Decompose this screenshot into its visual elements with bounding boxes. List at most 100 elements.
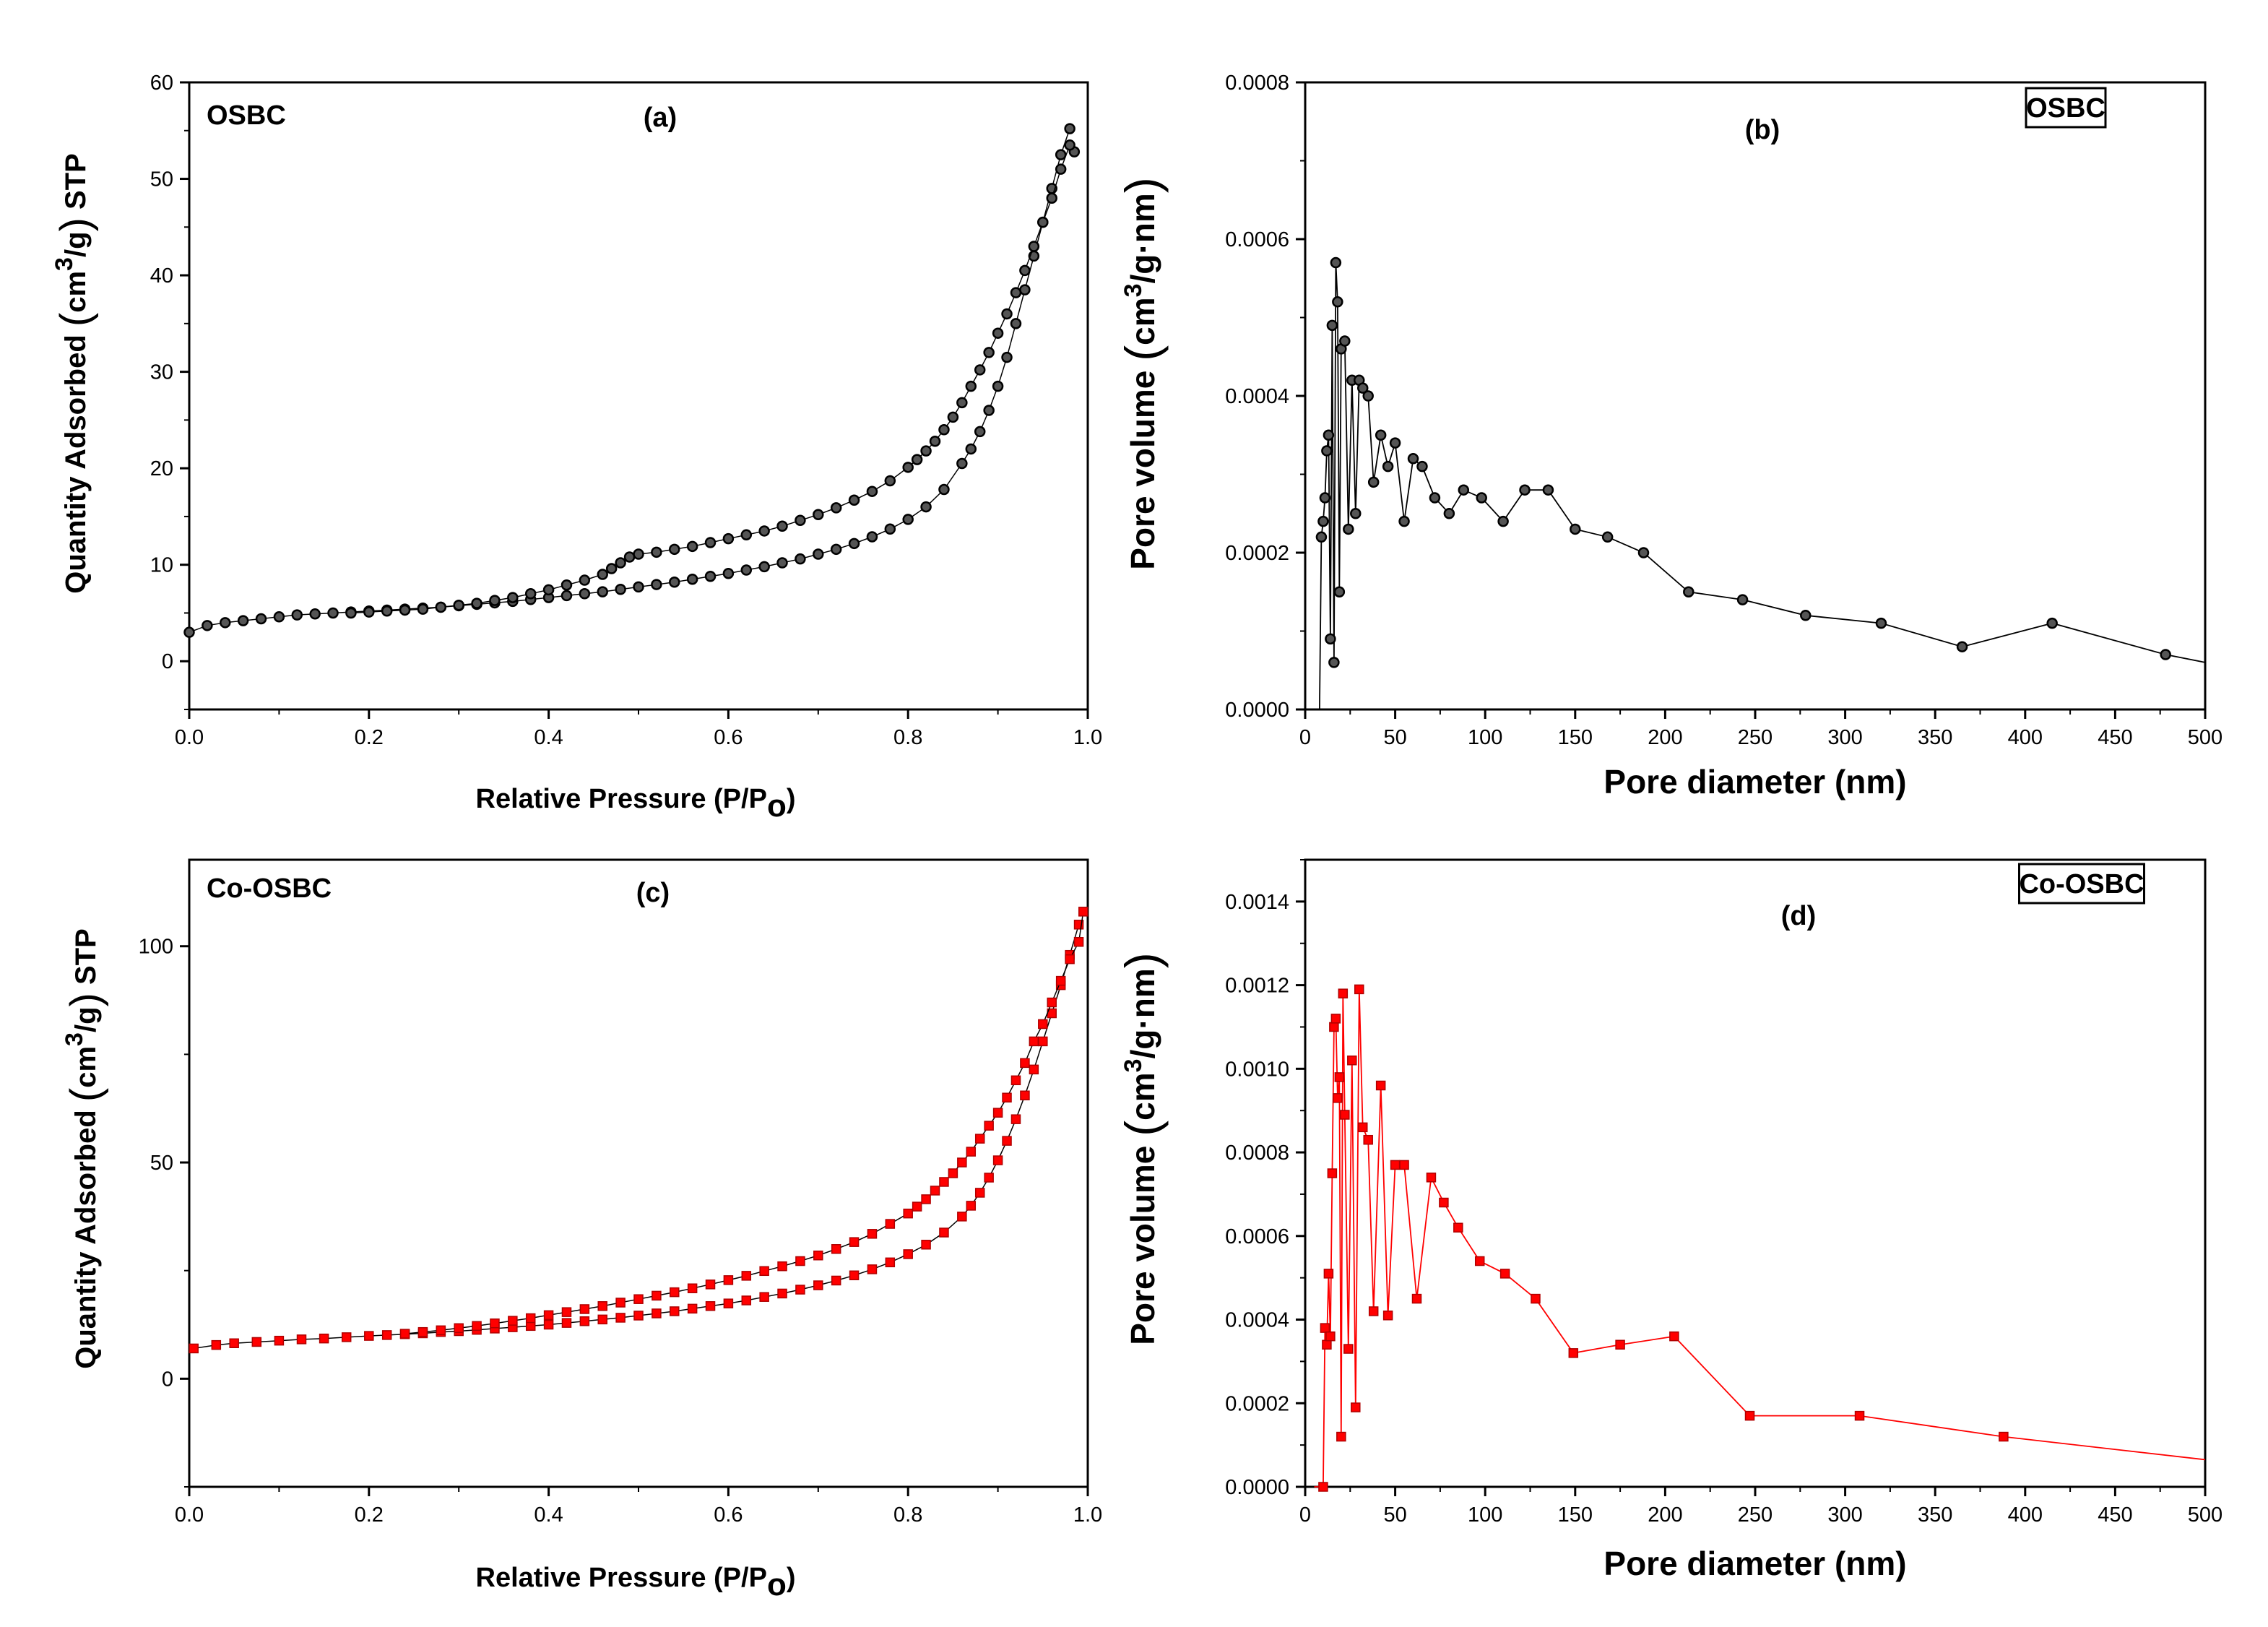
data-point (1382, 1310, 1393, 1321)
data-point (885, 1219, 896, 1229)
data-point (992, 1108, 1003, 1118)
data-point (740, 564, 753, 576)
data-point (687, 1283, 698, 1293)
y-axis-title: Quantity Adsorbed (cm3/g) STP (51, 153, 99, 594)
data-point (1055, 149, 1067, 160)
x-tick-label: 0.2 (355, 726, 384, 749)
y-tick-label: 0.0002 (1225, 542, 1289, 565)
data-point (615, 1298, 626, 1308)
data-point (741, 1295, 752, 1306)
data-point (1325, 1331, 1336, 1342)
data-point (1073, 936, 1084, 947)
data-point (364, 1331, 374, 1341)
data-point (1800, 610, 1812, 621)
data-point (1010, 1114, 1021, 1124)
data-point (1416, 460, 1428, 472)
data-point (1010, 1075, 1021, 1086)
data-point (1323, 1269, 1334, 1279)
data-point (605, 563, 618, 574)
pore-distribution-series (1314, 256, 2206, 710)
data-point (1055, 975, 1066, 986)
data-point (956, 457, 968, 470)
data-point (884, 475, 896, 487)
data-point (884, 523, 896, 535)
data-point (1019, 264, 1031, 277)
x-tick-label: 0.0 (175, 1503, 204, 1527)
data-point (183, 626, 195, 638)
data-point (1046, 192, 1057, 204)
data-point (2046, 617, 2058, 629)
data-point (1351, 1402, 1361, 1412)
data-point (1429, 492, 1441, 504)
data-point (686, 573, 698, 585)
data-point (652, 1290, 662, 1301)
data-point (956, 397, 968, 409)
data-point (984, 1173, 994, 1183)
x-tick-label: 0 (1299, 1503, 1311, 1527)
data-point (921, 1194, 931, 1204)
data-point (399, 1329, 410, 1339)
data-point (543, 1310, 554, 1321)
data-point (983, 405, 995, 416)
data-point (381, 605, 393, 617)
data-point (912, 1201, 922, 1212)
sample-label: OSBC (207, 100, 286, 131)
data-point (1499, 1269, 1510, 1279)
data-point (1002, 1136, 1012, 1146)
data-point (1375, 1080, 1386, 1091)
data-point (327, 607, 339, 619)
x-tick-label: 0.6 (714, 1503, 743, 1527)
data-point (776, 520, 788, 532)
data-point (633, 548, 644, 560)
y-axis-title: Quantity Adsorbed (cm3/g) STP (61, 928, 109, 1369)
data-point (813, 548, 824, 560)
data-point (597, 569, 608, 580)
x-axis-title: Relative Pressure (P/Po) (476, 1563, 796, 1602)
data-point (776, 557, 788, 569)
data-point (740, 529, 753, 541)
data-point (615, 1313, 626, 1323)
data-point (579, 1316, 590, 1326)
data-point (1338, 988, 1349, 998)
data-point (670, 1287, 680, 1298)
data-point (1343, 1344, 1354, 1354)
data-point (974, 1134, 985, 1144)
data-point (813, 1280, 823, 1290)
data-point (1439, 1197, 1449, 1208)
data-point (1001, 351, 1013, 363)
data-point (903, 1208, 913, 1219)
data-point (885, 1257, 896, 1268)
x-tick-label: 0.8 (893, 1503, 922, 1527)
x-tick-label: 0.4 (534, 726, 563, 749)
series-line (1314, 989, 2206, 1488)
data-point (211, 1339, 222, 1350)
x-tick-label: 350 (1918, 1503, 1952, 1527)
data-point (1010, 318, 1022, 329)
sample-label: Co-OSBC (207, 873, 332, 904)
data-point (867, 1229, 878, 1239)
data-point (1956, 641, 1968, 652)
data-point (1744, 1410, 1755, 1421)
data-point (453, 600, 464, 611)
data-point (561, 1307, 572, 1317)
data-point (1329, 1022, 1339, 1032)
data-point (1330, 256, 1342, 269)
x-tick-label: 300 (1827, 726, 1862, 749)
data-point (399, 604, 411, 616)
data-point (1333, 1093, 1343, 1103)
data-point (983, 347, 995, 358)
data-point (597, 1301, 607, 1311)
x-tick-label: 50 (1383, 1503, 1406, 1527)
series-adsorption (183, 123, 1075, 638)
data-point (795, 1285, 805, 1295)
sample-label-box (2018, 863, 2145, 905)
data-point (1038, 1036, 1048, 1047)
data-point (1047, 997, 1057, 1008)
data-point (965, 443, 977, 455)
x-tick-label: 150 (1558, 1503, 1593, 1527)
data-point (723, 1298, 734, 1308)
data-point (579, 588, 591, 600)
data-point (507, 592, 519, 603)
data-point (274, 1335, 285, 1346)
panel-c: 0.0 0.2 0.4 0.6 0.8 1.0 0 50 100 Co-OSBC (c) Relati… (61, 858, 1102, 1602)
